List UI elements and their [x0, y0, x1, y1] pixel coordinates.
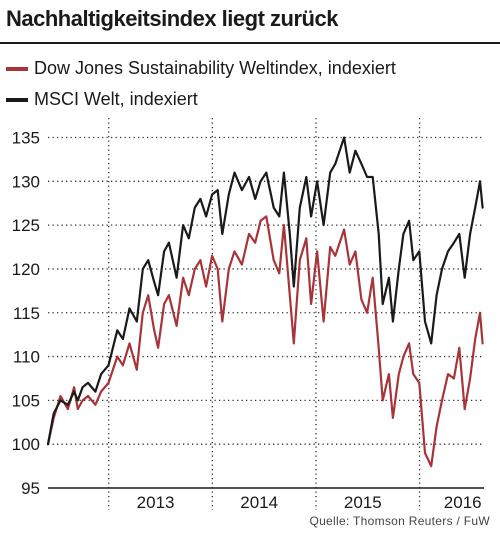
legend-item-msci-world: MSCI Welt, indexiert	[6, 89, 198, 110]
legend-label-msci-world: MSCI Welt, indexiert	[34, 89, 198, 109]
y-tick-label-110: 110	[13, 348, 40, 367]
x-tick-label-2013: 2013	[137, 493, 175, 510]
x-tick-label-2015: 2015	[344, 493, 382, 510]
source-note: Quelle: Thomson Reuters / FuW	[309, 514, 490, 528]
chart-title: Nachhaltigkeitsindex liegt zurück	[6, 6, 338, 31]
y-tick-label-130: 130	[12, 172, 40, 191]
legend-swatch-msci-world	[6, 97, 28, 102]
series-line-msci-world	[46, 136, 484, 446]
series-line-dj-sustainability	[46, 215, 484, 468]
y-tick-label-135: 135	[12, 129, 40, 148]
x-tick-label-2014: 2014	[240, 493, 278, 510]
y-tick-label-115: 115	[13, 304, 40, 323]
title-rule	[0, 42, 500, 44]
legend-label-dj-sustainability: Dow Jones Sustainability Weltindex, inde…	[34, 58, 396, 78]
y-tick-label-125: 125	[12, 216, 40, 235]
y-tick-label-100: 100	[12, 435, 40, 454]
legend-swatch-dj-sustainability	[6, 66, 28, 71]
line-chart: 95 100 105 110 115 120 125 130 135 2013 2014 2015 20…	[12, 118, 484, 510]
y-tick-label-105: 105	[12, 391, 40, 410]
legend-item-dj-sustainability: Dow Jones Sustainability Weltindex, inde…	[6, 58, 396, 79]
x-tick-label-2016: 2016	[444, 493, 482, 510]
y-tick-label-120: 120	[12, 260, 40, 279]
y-tick-label-95: 95	[21, 479, 40, 498]
